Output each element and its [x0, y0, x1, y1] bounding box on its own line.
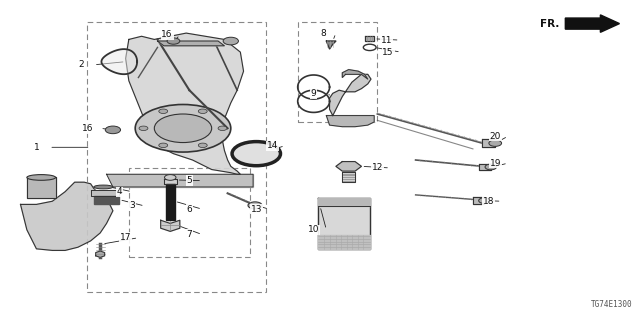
Circle shape [105, 126, 120, 134]
Polygon shape [106, 174, 253, 187]
Circle shape [139, 126, 148, 131]
Polygon shape [27, 178, 56, 198]
Polygon shape [336, 162, 362, 171]
Polygon shape [318, 235, 370, 249]
Polygon shape [473, 197, 484, 204]
Text: 1: 1 [33, 143, 39, 152]
Text: 10: 10 [308, 225, 319, 234]
Circle shape [198, 109, 207, 114]
Text: FR.: FR. [540, 19, 559, 28]
Polygon shape [326, 116, 374, 127]
Bar [129, 168, 250, 257]
Polygon shape [91, 190, 119, 196]
Polygon shape [483, 140, 495, 147]
Circle shape [223, 37, 239, 45]
Circle shape [198, 143, 207, 148]
Polygon shape [342, 69, 368, 79]
Text: 15: 15 [383, 48, 394, 57]
Circle shape [479, 198, 490, 204]
Text: 12: 12 [372, 164, 383, 172]
Polygon shape [96, 251, 104, 257]
Text: 9: 9 [311, 89, 317, 98]
Text: 8: 8 [320, 28, 326, 38]
Polygon shape [94, 196, 119, 204]
Circle shape [164, 175, 176, 180]
Text: 17: 17 [120, 233, 131, 242]
Text: 3: 3 [129, 202, 135, 211]
Circle shape [159, 109, 168, 114]
Circle shape [159, 143, 168, 148]
Text: 6: 6 [186, 205, 192, 214]
Circle shape [167, 38, 180, 44]
Text: 20: 20 [490, 132, 501, 141]
Polygon shape [161, 220, 180, 231]
Circle shape [248, 202, 262, 209]
Text: 13: 13 [250, 205, 262, 214]
Polygon shape [330, 74, 371, 116]
Circle shape [135, 105, 231, 152]
Text: 2: 2 [78, 60, 84, 69]
Text: TG74E1300: TG74E1300 [591, 300, 632, 309]
Bar [298, 22, 378, 122]
Text: 4: 4 [116, 187, 122, 196]
Text: 11: 11 [381, 36, 393, 44]
Ellipse shape [27, 175, 56, 180]
Text: 16: 16 [161, 30, 173, 39]
Circle shape [489, 140, 502, 146]
Polygon shape [479, 164, 491, 170]
Polygon shape [157, 41, 225, 46]
FancyArrow shape [565, 15, 620, 32]
Text: 18: 18 [483, 197, 495, 206]
Polygon shape [20, 182, 113, 251]
Circle shape [154, 114, 212, 142]
Text: 7: 7 [186, 230, 192, 239]
Polygon shape [125, 33, 244, 174]
Polygon shape [164, 179, 177, 184]
Circle shape [232, 142, 280, 166]
Ellipse shape [94, 185, 113, 189]
Circle shape [485, 164, 497, 170]
Polygon shape [318, 198, 370, 249]
Bar [88, 22, 266, 292]
Polygon shape [318, 198, 370, 206]
Text: 14: 14 [266, 141, 278, 150]
Circle shape [218, 126, 227, 131]
Polygon shape [365, 36, 374, 41]
Text: 16: 16 [82, 124, 93, 133]
Polygon shape [342, 172, 355, 181]
Text: 5: 5 [186, 176, 192, 185]
Polygon shape [166, 184, 175, 220]
Text: 19: 19 [490, 159, 501, 168]
Polygon shape [102, 49, 137, 74]
Polygon shape [326, 41, 336, 49]
